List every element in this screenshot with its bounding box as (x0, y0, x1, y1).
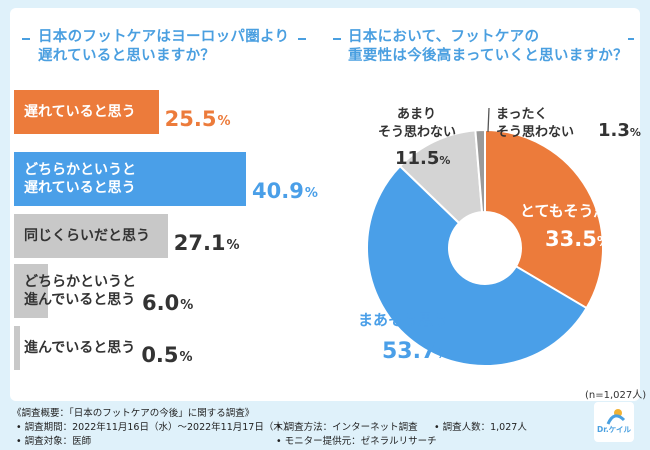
donut-value-unit: % (439, 154, 450, 167)
bar-row-2: どちらかというと 遅れていると思う 40.9% (14, 152, 318, 206)
bar-row-3: 同じくらいだと思う 27.1% (14, 214, 314, 258)
donut-value-label: 53.7% (382, 339, 449, 364)
bar-category-label: どちらかというと 進んでいると思う (24, 264, 136, 318)
donut-slice-1 (484, 128, 604, 310)
donut-category-label: そう思わない (378, 125, 456, 140)
bar-3 (14, 214, 168, 258)
donut-value-label: 33.5% (545, 227, 610, 251)
bar-row-4: どちらかというと 進んでいると思う 6.0% (14, 264, 314, 318)
footer-count: • 調査人数：1,027人 (434, 422, 527, 433)
logo-text: Dr.ケイル (597, 425, 632, 434)
bar-value-unit: % (226, 238, 240, 253)
bar-category-label-line: どちらかというと (24, 162, 136, 178)
footer-summary: 《調査概要：「日本のフットケアの今後」に関する調査》 (12, 408, 255, 419)
bar-value-label: 6.0% (142, 264, 193, 318)
bar-value-number: 27.1 (173, 231, 226, 255)
bar-category-label-line: 進んでいると思う (24, 292, 136, 308)
footer-method: • 調査方法：インターネット調査 (276, 422, 418, 433)
bar-value-unit: % (180, 298, 194, 313)
donut-value-number: 33.5 (545, 227, 597, 251)
donut-value-number: 1.3 (598, 120, 630, 141)
bar-category-label-line: 同じくらいだと思う (24, 228, 150, 244)
bar-5 (14, 326, 20, 370)
bar-title-line-2: 遅れていると思いますか？ (38, 48, 216, 64)
sample-size-note: (n=1,027人) (585, 390, 647, 401)
bar-category-label: どちらかというと 遅れていると思う (24, 152, 136, 206)
donut-category-label: まったく (496, 107, 547, 122)
donut-value-unit: % (630, 126, 641, 139)
bar-value-number: 6.0 (142, 291, 180, 315)
bar-value-unit: % (179, 350, 193, 365)
bar-value-label: 0.5% (141, 326, 192, 370)
bar-category-label-line: どちらかというと (24, 274, 136, 290)
bar-4 (14, 264, 49, 318)
bar-value-label: 40.9% (252, 152, 318, 206)
bar-title-decoration-left (22, 38, 30, 40)
bar-category-label: 同じくらいだと思う (24, 214, 150, 258)
bar-1 (14, 90, 159, 134)
bar-2 (14, 152, 246, 206)
footer-provider: • モニター提供元：ゼネラルリサーチ (276, 436, 437, 447)
bar-value-unit: % (304, 186, 318, 201)
donut-leader-line (487, 107, 490, 133)
bar-category-label-line: 遅れていると思う (24, 104, 136, 120)
bar-title-decoration-right (298, 38, 306, 40)
bar-row-5: 進んでいると思う 0.5% (14, 326, 314, 370)
bar-value-label: 27.1% (174, 214, 240, 258)
donut-category-label: とてもそう思う (520, 202, 624, 220)
brand-logo: Dr.ケイル (594, 402, 634, 442)
pie-title-decoration-left (333, 38, 341, 40)
bar-category-label-line: 進んでいると思う (24, 340, 136, 356)
bar-chart-title: 日本のフットケアはヨーロッパ圏より 遅れていると思いますか？ (38, 28, 289, 66)
pie-title-decoration-right (628, 38, 634, 40)
bar-value-number: 0.5 (141, 343, 179, 367)
bar-value-label: 25.5% (165, 90, 231, 134)
donut-category-label: あまり (397, 107, 436, 122)
donut-value-unit: % (436, 347, 449, 362)
bar-category-label-line: 遅れていると思う (24, 180, 136, 196)
bar-value-number: 25.5 (164, 107, 217, 131)
footer-period: • 調査期間：2022年11月16日（水）～2022年11月17日（木） (16, 422, 293, 433)
bar-value-number: 40.9 (252, 179, 304, 203)
donut-category-label: そう思わない (496, 125, 574, 140)
bar-row-1: 遅れていると思う 25.5% (14, 90, 314, 134)
donut-value-unit: % (597, 235, 610, 250)
donut-value-label: 1.3% (598, 120, 641, 141)
donut-value-number: 11.5 (395, 148, 439, 169)
donut-category-label: まあそう思う (358, 311, 448, 329)
logo-mark-icon: Dr.ケイル (597, 409, 632, 434)
pie-title-line-1: 日本において、フットケアの (348, 29, 540, 45)
bar-category-label: 進んでいると思う (24, 326, 135, 370)
bar-category-label: 遅れていると思う (24, 90, 136, 134)
bar-title-line-1: 日本のフットケアはヨーロッパ圏より (38, 29, 290, 45)
footer-target: • 調査対象：医師 (16, 436, 92, 447)
donut-slice-4 (474, 128, 486, 214)
donut-value-label: 11.5% (395, 148, 450, 169)
pie-title-line-2: 重要性は今後高まっていくと思いますか？ (348, 48, 628, 64)
pie-chart-title: 日本において、フットケアの 重要性は今後高まっていくと思いますか？ (348, 28, 628, 66)
donut-slice-2 (366, 164, 588, 367)
donut-value-number: 53.7 (382, 339, 436, 364)
bar-value-unit: % (217, 114, 231, 129)
